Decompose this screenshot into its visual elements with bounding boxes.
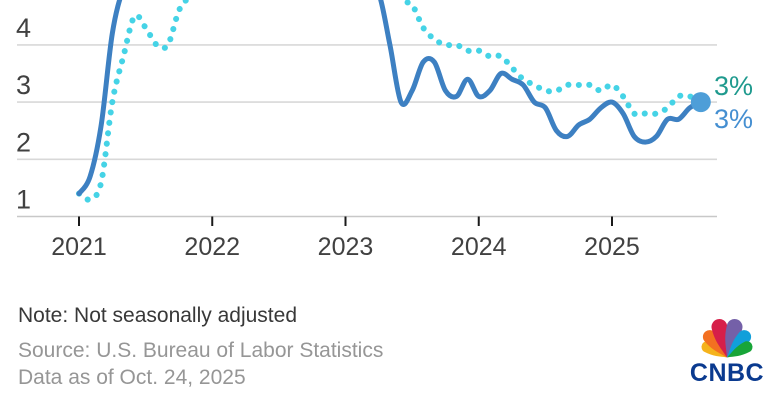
peacock-icon bbox=[701, 319, 753, 358]
solid-series-end-label: 3% bbox=[714, 104, 753, 134]
x-axis-tick-label: 2023 bbox=[318, 233, 374, 261]
data-as-of-text: Data as of Oct. 24, 2025 bbox=[18, 366, 246, 389]
y-axis-tick-label: 3 bbox=[16, 70, 31, 100]
line-chart: 2021 2022 2023 2024 2025 4 3 2 1 3% 3% bbox=[16, 0, 753, 261]
dotted_line-path bbox=[76, 0, 704, 203]
x-axis-tick-label: 2021 bbox=[51, 233, 107, 261]
y-axis-labels: 4 3 2 1 bbox=[16, 13, 31, 215]
gridlines bbox=[17, 44, 717, 161]
solid_line-path bbox=[76, 0, 704, 197]
peacock-feather bbox=[702, 330, 727, 358]
peacock-feather bbox=[725, 319, 743, 358]
y-axis-tick-label: 1 bbox=[16, 185, 31, 215]
y-axis-tick-label: 4 bbox=[16, 13, 31, 43]
endpoint-marker bbox=[690, 92, 711, 113]
x-axis-tick-label: 2025 bbox=[584, 233, 640, 261]
cnbc-logo: CNBC bbox=[688, 311, 766, 388]
chart-footer: Note: Not seasonally adjusted Source: U.… bbox=[18, 302, 383, 391]
note-text: Note: Not seasonally adjusted bbox=[18, 304, 297, 327]
peacock-feather bbox=[711, 319, 729, 358]
series-lines bbox=[76, 0, 704, 203]
cnbc-wordmark: CNBC bbox=[689, 359, 765, 387]
source-text: Source: U.S. Bureau of Labor Statistics bbox=[18, 339, 384, 362]
x-axis-tick-label: 2022 bbox=[184, 233, 240, 261]
dotted-series-end-label: 3% bbox=[714, 71, 753, 101]
x-axis-tick-label: 2024 bbox=[451, 233, 507, 261]
peacock-feather bbox=[727, 341, 753, 358]
x-axis: 2021 2022 2023 2024 2025 bbox=[17, 215, 717, 261]
peacock-feather bbox=[727, 330, 752, 358]
y-axis-tick-label: 2 bbox=[16, 127, 31, 157]
